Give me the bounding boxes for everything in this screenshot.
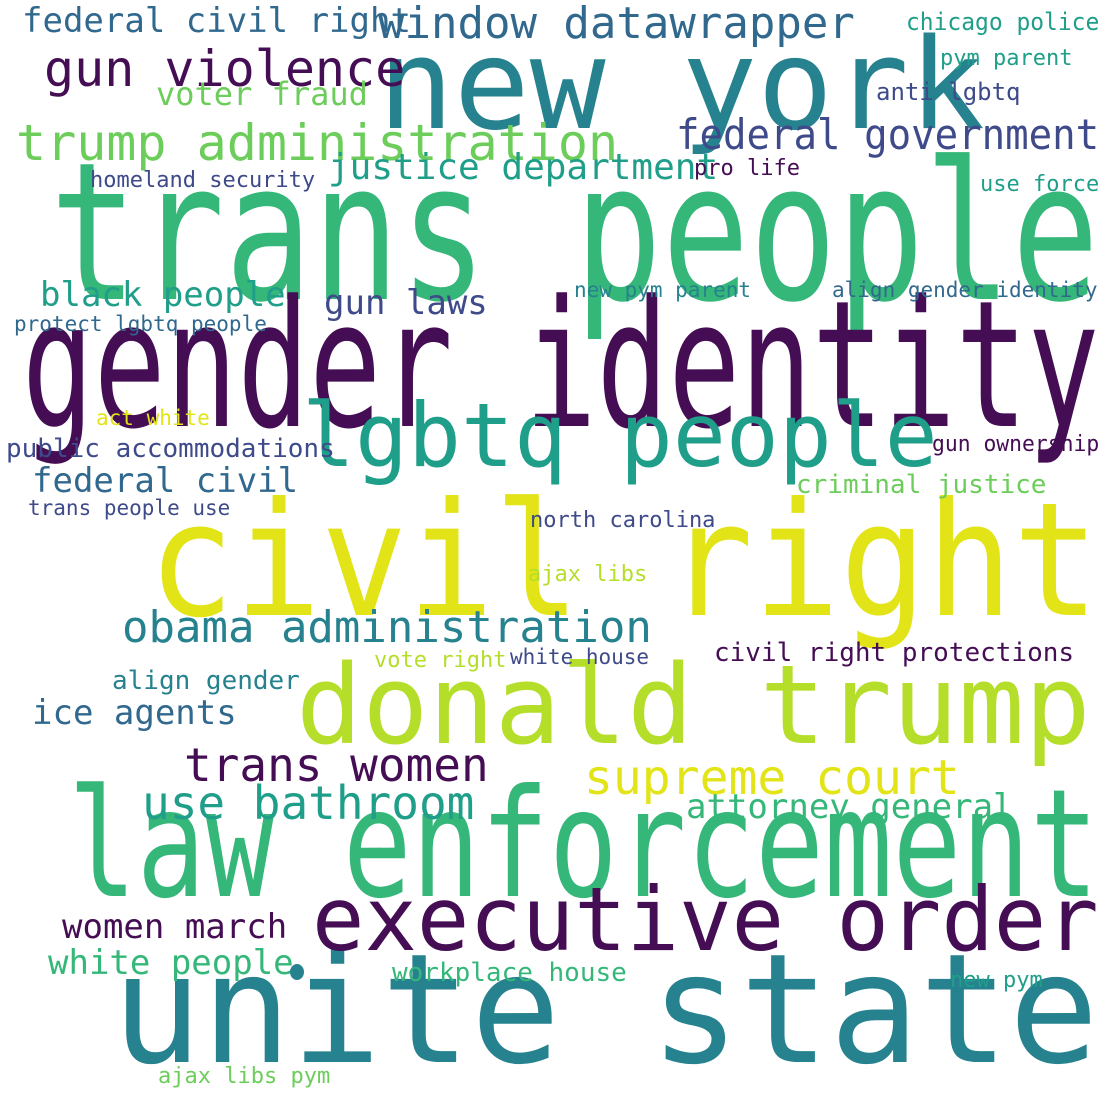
word-federal-government: federal government: [676, 110, 1100, 159]
word-donald-trump: donald trump: [296, 641, 1091, 769]
word-new-york: new york: [378, 11, 985, 158]
word-law-enforcement: law enforcement: [68, 758, 1099, 932]
word-voter-fraud: voter fraud: [156, 75, 368, 113]
word-black-people: black people: [40, 275, 286, 315]
word-white-people: white people: [48, 943, 294, 983]
dot-mark: [290, 964, 304, 980]
word-supreme-court: supreme court: [584, 750, 960, 806]
word-new-pym-parent: new pym parent: [574, 278, 752, 302]
word-trans-people-use: trans people use: [28, 496, 231, 520]
word-align-gender: align gender: [112, 666, 300, 696]
word-attorney-general: attorney general: [686, 787, 1014, 827]
word-anti-lgbtq: anti lgbtq: [876, 78, 1021, 106]
word-homeland-security: homeland security: [90, 168, 316, 193]
word-chicago-police: chicago police: [906, 8, 1100, 36]
word-use-force: use force: [980, 172, 1100, 197]
word-act-white: act white: [96, 406, 210, 430]
word-ajax-libs-pym: ajax libs pym: [158, 1064, 331, 1089]
word-ice-agents: ice agents: [32, 693, 237, 733]
word-criminal-justice: criminal justice: [796, 470, 1047, 500]
word-gun-ownership: gun ownership: [932, 432, 1100, 457]
word-use-bathroom: use bathroom: [142, 776, 475, 830]
word-ajax-libs: ajax libs: [528, 562, 648, 587]
word-white-house: white house: [510, 645, 650, 669]
word-federal-civil-right: federal civil right: [22, 1, 411, 41]
word-executive-order: executive order: [312, 868, 1099, 971]
word-window-datawrapper: window datawrapper: [378, 0, 855, 49]
word-vote-right: vote right: [374, 648, 507, 673]
word-new-pym: new pym: [950, 968, 1043, 993]
word-trans-people: trans people: [50, 122, 1100, 345]
word-lgbtq-people: lgbtq people: [302, 384, 938, 487]
word-align-gender-identity: align gender identity: [832, 278, 1098, 302]
word-civil-right-protections: civil right protections: [714, 638, 1075, 668]
word-unite-state: unite state: [112, 921, 1099, 1098]
word-protect-lgbtq-people: protect lgbtq people: [14, 312, 267, 336]
word-federal-civil: federal civil: [32, 461, 299, 501]
word-gun-laws: gun laws: [324, 283, 488, 323]
word-pym-parent: pym parent: [940, 46, 1073, 71]
word-trump-administration: trump administration: [16, 114, 619, 172]
word-women-march: women march: [62, 907, 288, 947]
word-civil-right: civil right: [148, 469, 1100, 653]
word-gun-violence: gun violence: [44, 40, 406, 98]
word-justice-department: justice department: [328, 147, 719, 188]
word-obama-administration: obama administration: [122, 602, 652, 653]
word-trans-women: trans women: [184, 738, 489, 792]
word-workplace-house: workplace house: [392, 958, 627, 988]
word-gender-identity: gender identity: [22, 263, 1100, 468]
word-pro-life: pro life: [694, 156, 800, 181]
word-public-accommodations: public accommodations: [6, 434, 335, 464]
word-north-carolina: north carolina: [530, 508, 716, 533]
